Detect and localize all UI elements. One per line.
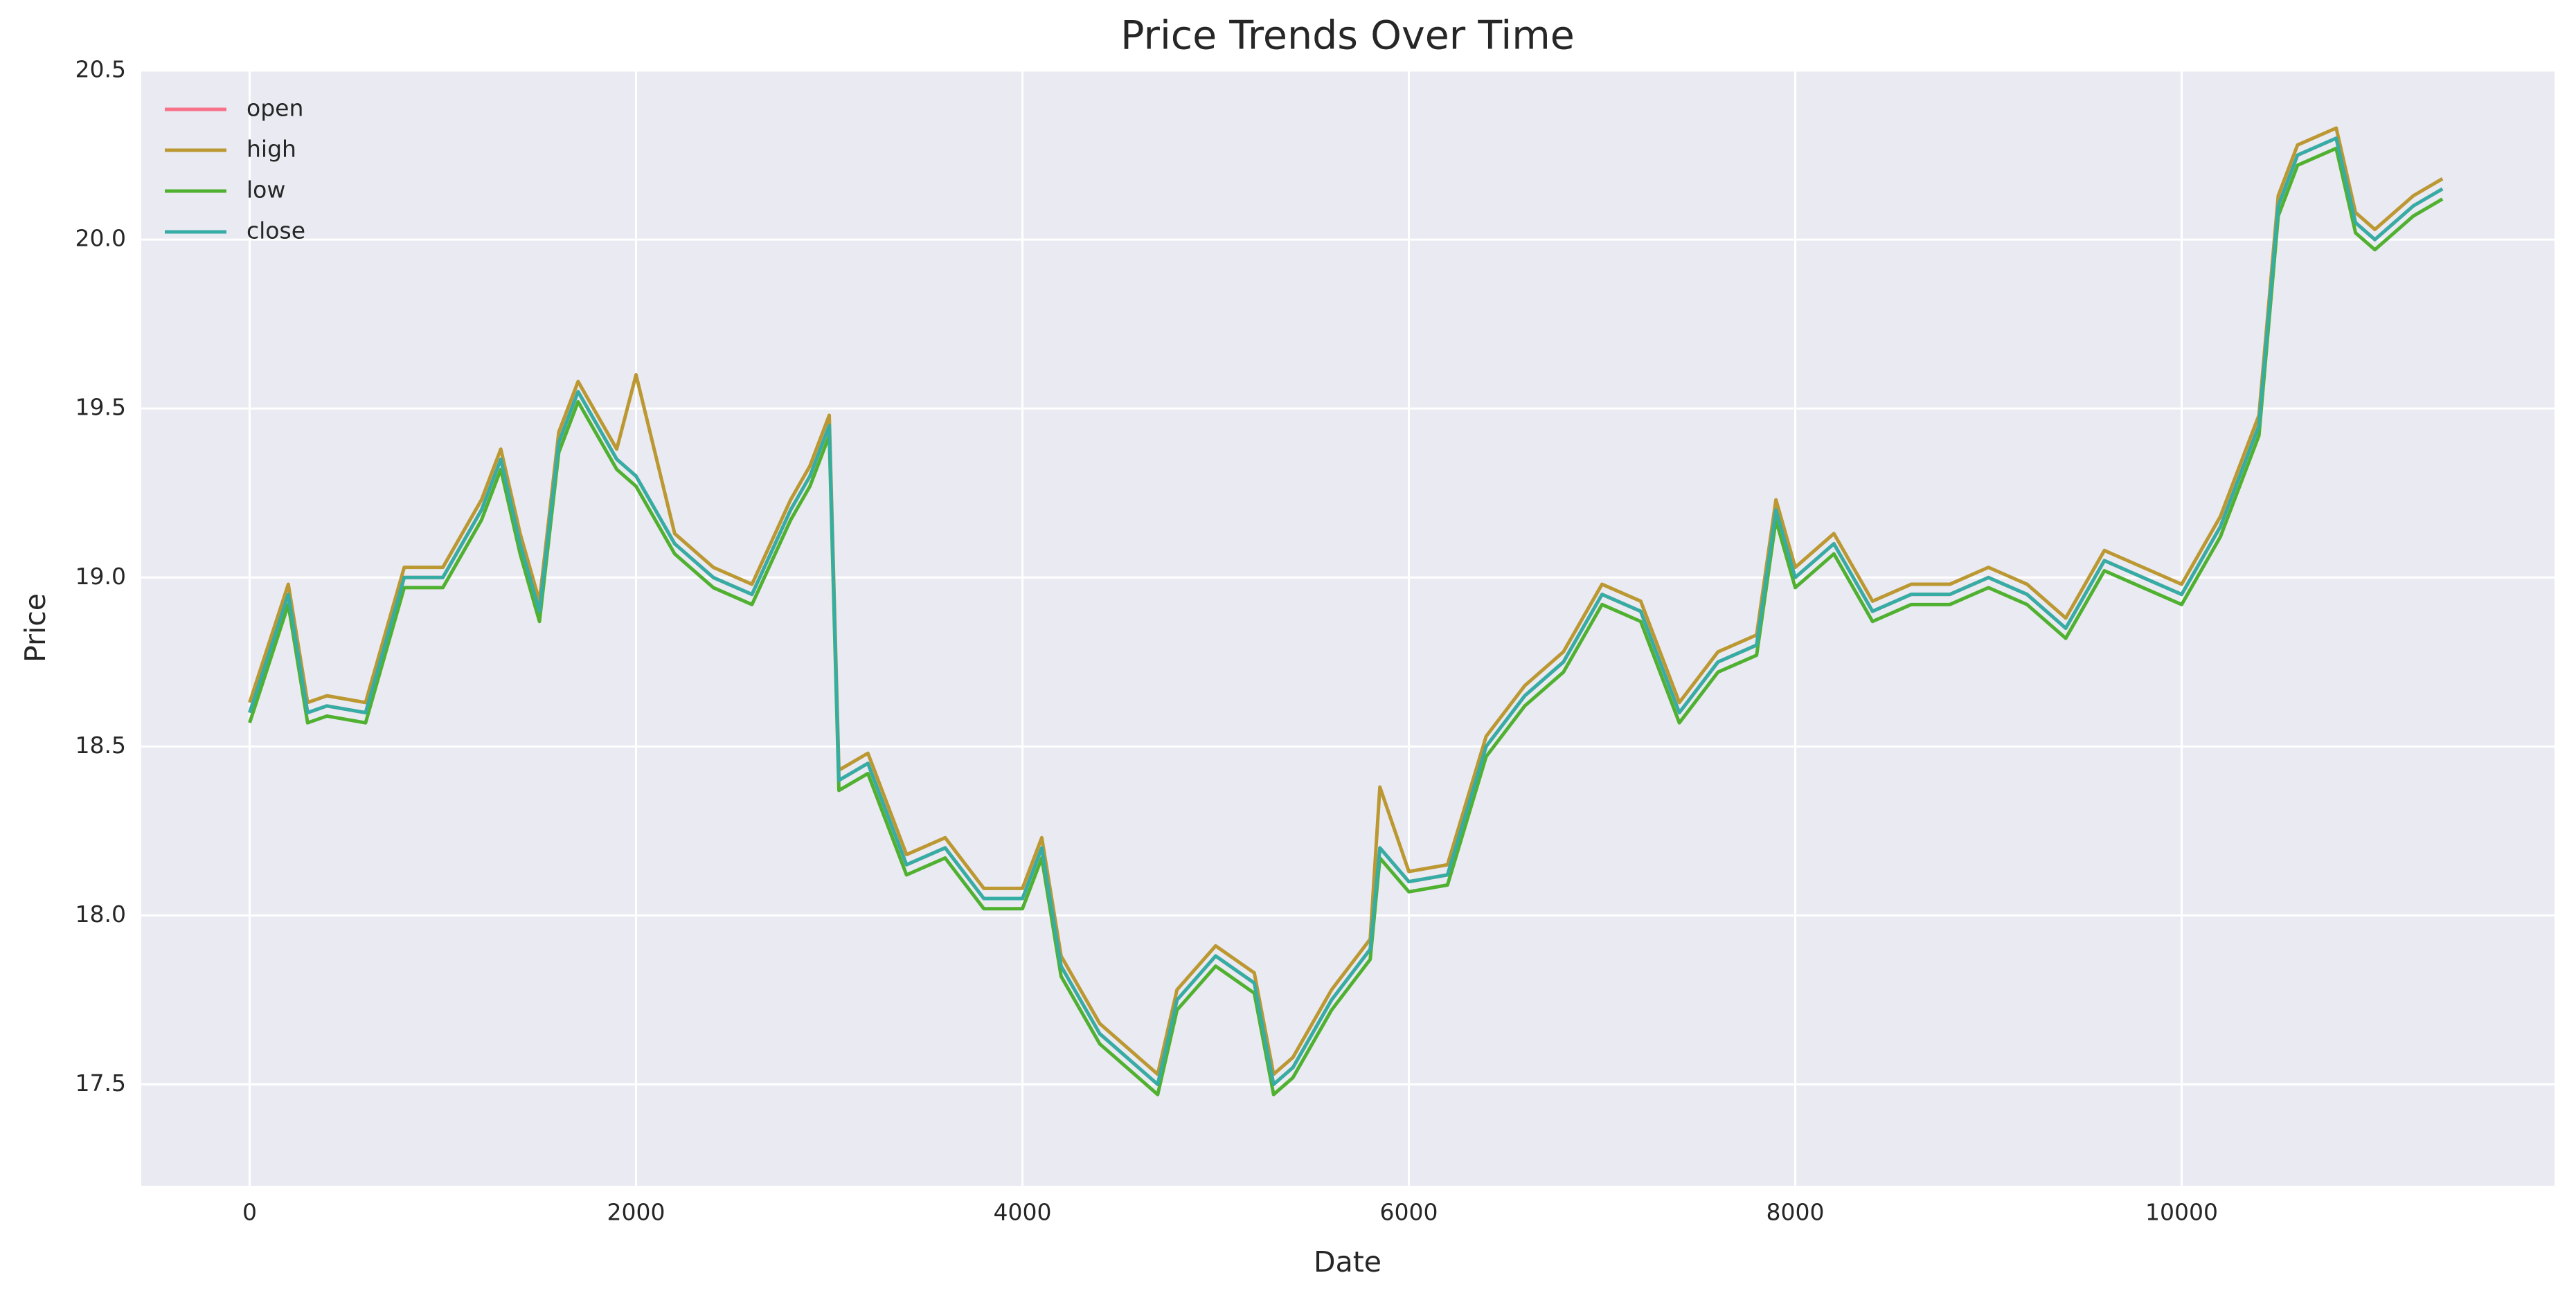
y-tick-label: 18.5 [75, 732, 126, 759]
y-tick-label: 17.5 [75, 1069, 126, 1096]
legend-label: low [247, 177, 285, 204]
x-tick-label: 8000 [1766, 1199, 1825, 1226]
x-tick-label: 6000 [1380, 1199, 1438, 1226]
chart-title: Price Trends Over Time [1120, 13, 1575, 59]
x-tick-label: 0 [242, 1199, 257, 1226]
y-tick-label: 19.5 [75, 394, 126, 421]
series-line [248, 136, 2444, 1087]
series-line [248, 146, 2444, 1096]
x-tick-label: 2000 [607, 1199, 665, 1226]
x-tick-label: 4000 [994, 1199, 1052, 1226]
y-tick-label: 20.5 [75, 56, 126, 83]
legend-label: close [247, 217, 305, 244]
series-line [248, 126, 2444, 1076]
y-axis-label: Price [19, 593, 52, 662]
y-tick-label: 18.0 [75, 901, 126, 928]
legend-label: open [247, 95, 303, 122]
y-tick-label: 19.0 [75, 563, 126, 590]
legend-label: high [247, 136, 296, 163]
plot-area [141, 71, 2555, 1186]
y-tick-label: 20.0 [75, 225, 126, 252]
x-axis-label: Date [1314, 1245, 1381, 1279]
x-tick-label: 10000 [2145, 1199, 2218, 1226]
